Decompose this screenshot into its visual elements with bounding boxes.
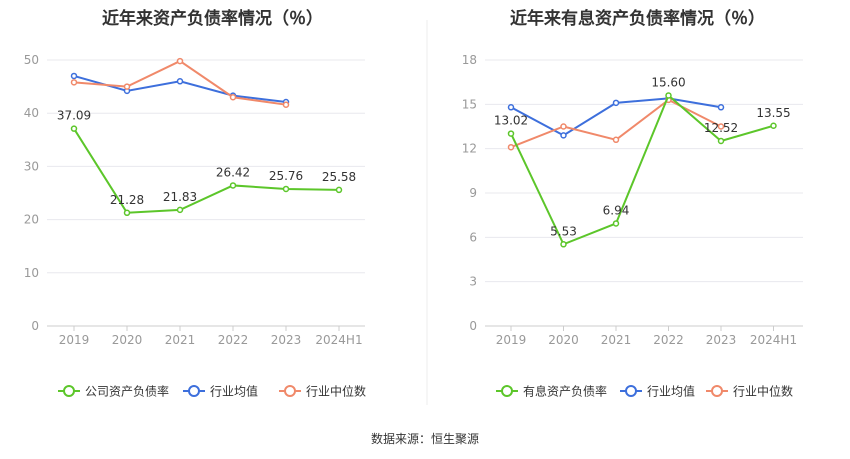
left-legend-item-industry_avg[interactable]: 行业均值 bbox=[183, 384, 258, 399]
left-data-label: 25.58 bbox=[322, 170, 356, 184]
right-point-company bbox=[770, 122, 777, 130]
left-point-company bbox=[176, 206, 184, 214]
left-y-tick-label: 40 bbox=[24, 106, 39, 120]
left-x-tick-label: 2020 bbox=[112, 333, 143, 347]
left-data-label: 25.76 bbox=[269, 169, 303, 183]
right-series-line-company bbox=[510, 93, 774, 246]
left-legend-label: 行业均值 bbox=[210, 384, 258, 399]
left-point-industry_median bbox=[176, 57, 184, 65]
right-x-tick-label: 2021 bbox=[601, 333, 632, 347]
right-data-label: 12.52 bbox=[704, 121, 738, 135]
left-x-tick-label: 2024H1 bbox=[315, 333, 362, 347]
left-point-company bbox=[229, 182, 237, 189]
right-x-tick-label: 2020 bbox=[548, 333, 579, 347]
left-x-tick-label: 2021 bbox=[165, 333, 196, 347]
left-legend-item-company[interactable]: 公司资产负债率 bbox=[58, 384, 169, 399]
right-x-tick-label: 2023 bbox=[706, 333, 737, 347]
right-legend-marker bbox=[501, 385, 513, 397]
left-data-label: 21.83 bbox=[163, 190, 197, 204]
right-point-industry_avg bbox=[507, 104, 515, 111]
data-source: 数据来源：恒生聚源 bbox=[370, 432, 479, 446]
right-y-tick-label: 9 bbox=[469, 186, 477, 200]
left-point-industry_avg bbox=[176, 78, 184, 85]
left-data-label: 37.09 bbox=[57, 109, 91, 123]
right-x-tick-label: 2024H1 bbox=[750, 333, 797, 347]
right-legend-item-industry_avg[interactable]: 行业均值 bbox=[620, 384, 695, 399]
left-x-tick-label: 2022 bbox=[218, 333, 249, 347]
right-y-tick-label: 6 bbox=[469, 230, 477, 244]
left-legend-label: 公司资产负债率 bbox=[85, 384, 169, 399]
left-legend-label: 行业中位数 bbox=[306, 384, 366, 399]
left-legend-marker bbox=[284, 385, 296, 397]
left-y-tick-label: 30 bbox=[24, 159, 39, 173]
left-point-company bbox=[282, 185, 290, 193]
right-point-company bbox=[507, 130, 515, 137]
left-x-tick-label: 2023 bbox=[271, 333, 302, 347]
left-y-tick-label: 20 bbox=[24, 213, 39, 227]
left-point-industry_median bbox=[229, 93, 237, 101]
right-point-company bbox=[717, 137, 725, 145]
left-legend-marker bbox=[188, 385, 200, 397]
right-x-tick-label: 2019 bbox=[496, 333, 527, 347]
right-legend-marker bbox=[625, 385, 637, 397]
left-y-tick-label: 50 bbox=[24, 53, 39, 67]
left-chart: 0 10 20 30 40 50 2019 2020 2021 2022 2023 2024H1 37.… bbox=[24, 53, 366, 399]
left-chart-title: 近年来资产负债率情况（％） bbox=[102, 9, 323, 29]
right-legend-label: 有息资产负债率 bbox=[523, 384, 607, 399]
left-point-industry_median bbox=[282, 101, 290, 108]
right-data-label: 15.60 bbox=[651, 75, 685, 89]
right-y-tick-label: 12 bbox=[462, 142, 477, 156]
right-data-label: 13.02 bbox=[494, 114, 528, 128]
right-legend-item-company[interactable]: 有息资产负债率 bbox=[496, 384, 607, 399]
right-data-label: 5.53 bbox=[550, 224, 577, 238]
right-point-industry_median bbox=[612, 136, 620, 144]
right-chart-title: 近年来有息资产负债率情况（％） bbox=[510, 9, 765, 29]
right-y-tick-label: 0 bbox=[469, 319, 477, 333]
right-point-industry_median bbox=[560, 123, 567, 130]
left-data-label: 26.42 bbox=[216, 165, 250, 179]
left-point-industry_avg bbox=[70, 72, 78, 80]
left-point-company bbox=[123, 209, 131, 217]
left-y-tick-label: 10 bbox=[24, 266, 39, 280]
left-legend-item-industry_median[interactable]: 行业中位数 bbox=[279, 384, 366, 399]
right-legend-label: 行业均值 bbox=[647, 384, 695, 399]
left-legend-marker bbox=[63, 385, 75, 397]
right-data-label: 13.55 bbox=[756, 106, 790, 120]
right-y-tick-label: 15 bbox=[462, 97, 477, 111]
left-data-label: 21.28 bbox=[110, 193, 144, 207]
right-point-company bbox=[665, 92, 672, 99]
right-point-company bbox=[612, 220, 620, 227]
left-series-line-company bbox=[73, 128, 340, 214]
right-legend-item-industry_median[interactable]: 行业中位数 bbox=[706, 384, 793, 399]
right-point-industry_avg bbox=[612, 99, 620, 107]
left-point-industry_median bbox=[70, 79, 78, 86]
right-point-industry_median bbox=[717, 123, 725, 130]
left-point-company bbox=[335, 186, 343, 194]
left-point-company bbox=[70, 125, 78, 132]
right-y-tick-label: 18 bbox=[462, 53, 477, 67]
left-y-tick-label: 0 bbox=[31, 319, 39, 333]
right-point-company bbox=[560, 241, 567, 248]
right-legend-label: 行业中位数 bbox=[733, 384, 793, 399]
right-point-industry_median bbox=[507, 143, 515, 151]
right-y-tick-label: 3 bbox=[469, 275, 477, 289]
right-data-label: 6.94 bbox=[603, 203, 630, 217]
right-x-tick-label: 2022 bbox=[653, 333, 684, 347]
right-legend-marker bbox=[711, 385, 723, 397]
right-point-industry_avg bbox=[717, 104, 725, 111]
left-point-industry_median bbox=[123, 83, 131, 90]
right-point-industry_avg bbox=[560, 132, 567, 139]
left-x-tick-label: 2019 bbox=[59, 333, 90, 347]
right-chart: 0 3 6 9 12 15 18 2019 2020 2021 2022 2023 2024H1 13.0… bbox=[462, 53, 803, 399]
